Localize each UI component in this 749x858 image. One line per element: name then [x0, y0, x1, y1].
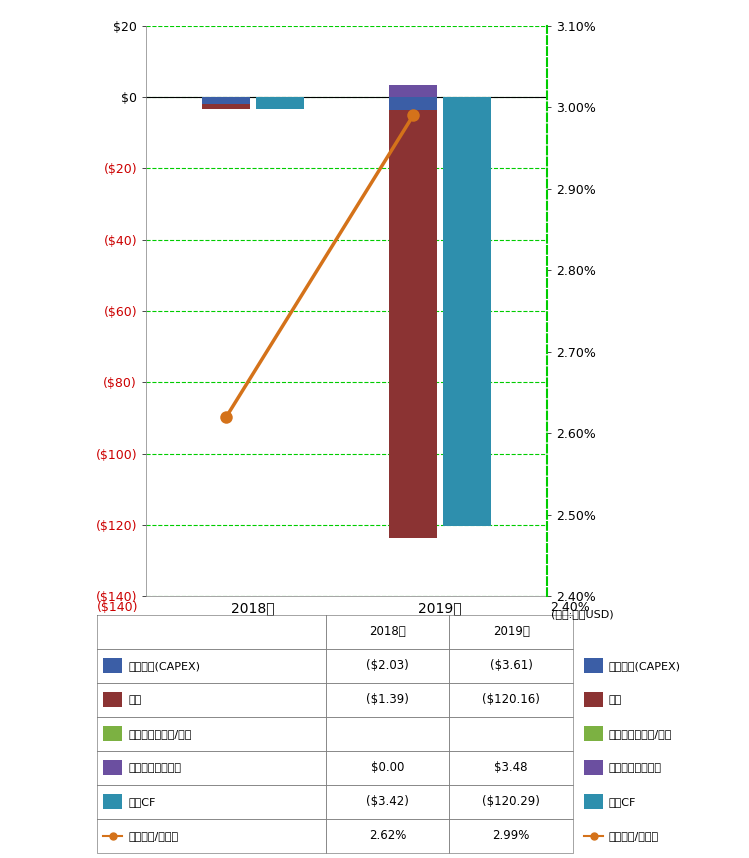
Bar [389, 110, 437, 539]
Text: 設備投賄(CAPEX): 設備投賄(CAPEX) [128, 661, 200, 671]
Bar [202, 105, 250, 109]
Text: ($1.39): ($1.39) [366, 693, 409, 706]
Text: 設備投賄/売上高: 設備投賄/売上高 [609, 831, 659, 841]
Text: ($3.61): ($3.61) [490, 659, 533, 672]
Bar [584, 726, 603, 741]
Text: (単位:百万USD): (単位:百万USD) [551, 609, 613, 619]
Text: その他の投賄活動: その他の投賄活動 [609, 763, 662, 773]
Text: ($140): ($140) [97, 601, 139, 613]
Bar [103, 760, 122, 776]
Text: 投賄CF: 投賄CF [609, 797, 637, 807]
Bar [202, 97, 250, 105]
Text: 2019年: 2019年 [493, 625, 530, 638]
Text: 設備投賄(CAPEX): 設備投賄(CAPEX) [609, 661, 681, 671]
Text: 2.62%: 2.62% [369, 829, 406, 843]
Text: 2.40%: 2.40% [551, 601, 590, 613]
Bar [389, 97, 437, 110]
Text: 買収: 買収 [128, 695, 142, 704]
Bar [103, 795, 122, 809]
Text: 投賄による収入/支出: 投賄による収入/支出 [609, 728, 673, 739]
Bar [584, 795, 603, 809]
Text: その他の投賄活動: その他の投賄活動 [128, 763, 181, 773]
Bar [255, 97, 303, 109]
Text: ($2.03): ($2.03) [366, 659, 409, 672]
Text: 投賄CF: 投賄CF [128, 797, 156, 807]
Text: ($120.29): ($120.29) [482, 795, 540, 808]
Text: $0.00: $0.00 [371, 761, 404, 774]
Bar [443, 97, 491, 526]
Text: $3.48: $3.48 [494, 761, 528, 774]
Text: 買収: 買収 [609, 695, 622, 704]
Bar [584, 692, 603, 707]
Text: 設備投賄/売上高: 設備投賄/売上高 [128, 831, 178, 841]
Bar [103, 726, 122, 741]
Text: ($120.16): ($120.16) [482, 693, 540, 706]
Text: 2.99%: 2.99% [493, 829, 530, 843]
Bar [389, 85, 437, 97]
Bar [584, 658, 603, 674]
Text: ($3.42): ($3.42) [366, 795, 409, 808]
Bar [584, 760, 603, 776]
Bar [103, 692, 122, 707]
Text: 2018年: 2018年 [369, 625, 406, 638]
Text: 投賄による収入/支出: 投賄による収入/支出 [128, 728, 192, 739]
Bar [103, 658, 122, 674]
